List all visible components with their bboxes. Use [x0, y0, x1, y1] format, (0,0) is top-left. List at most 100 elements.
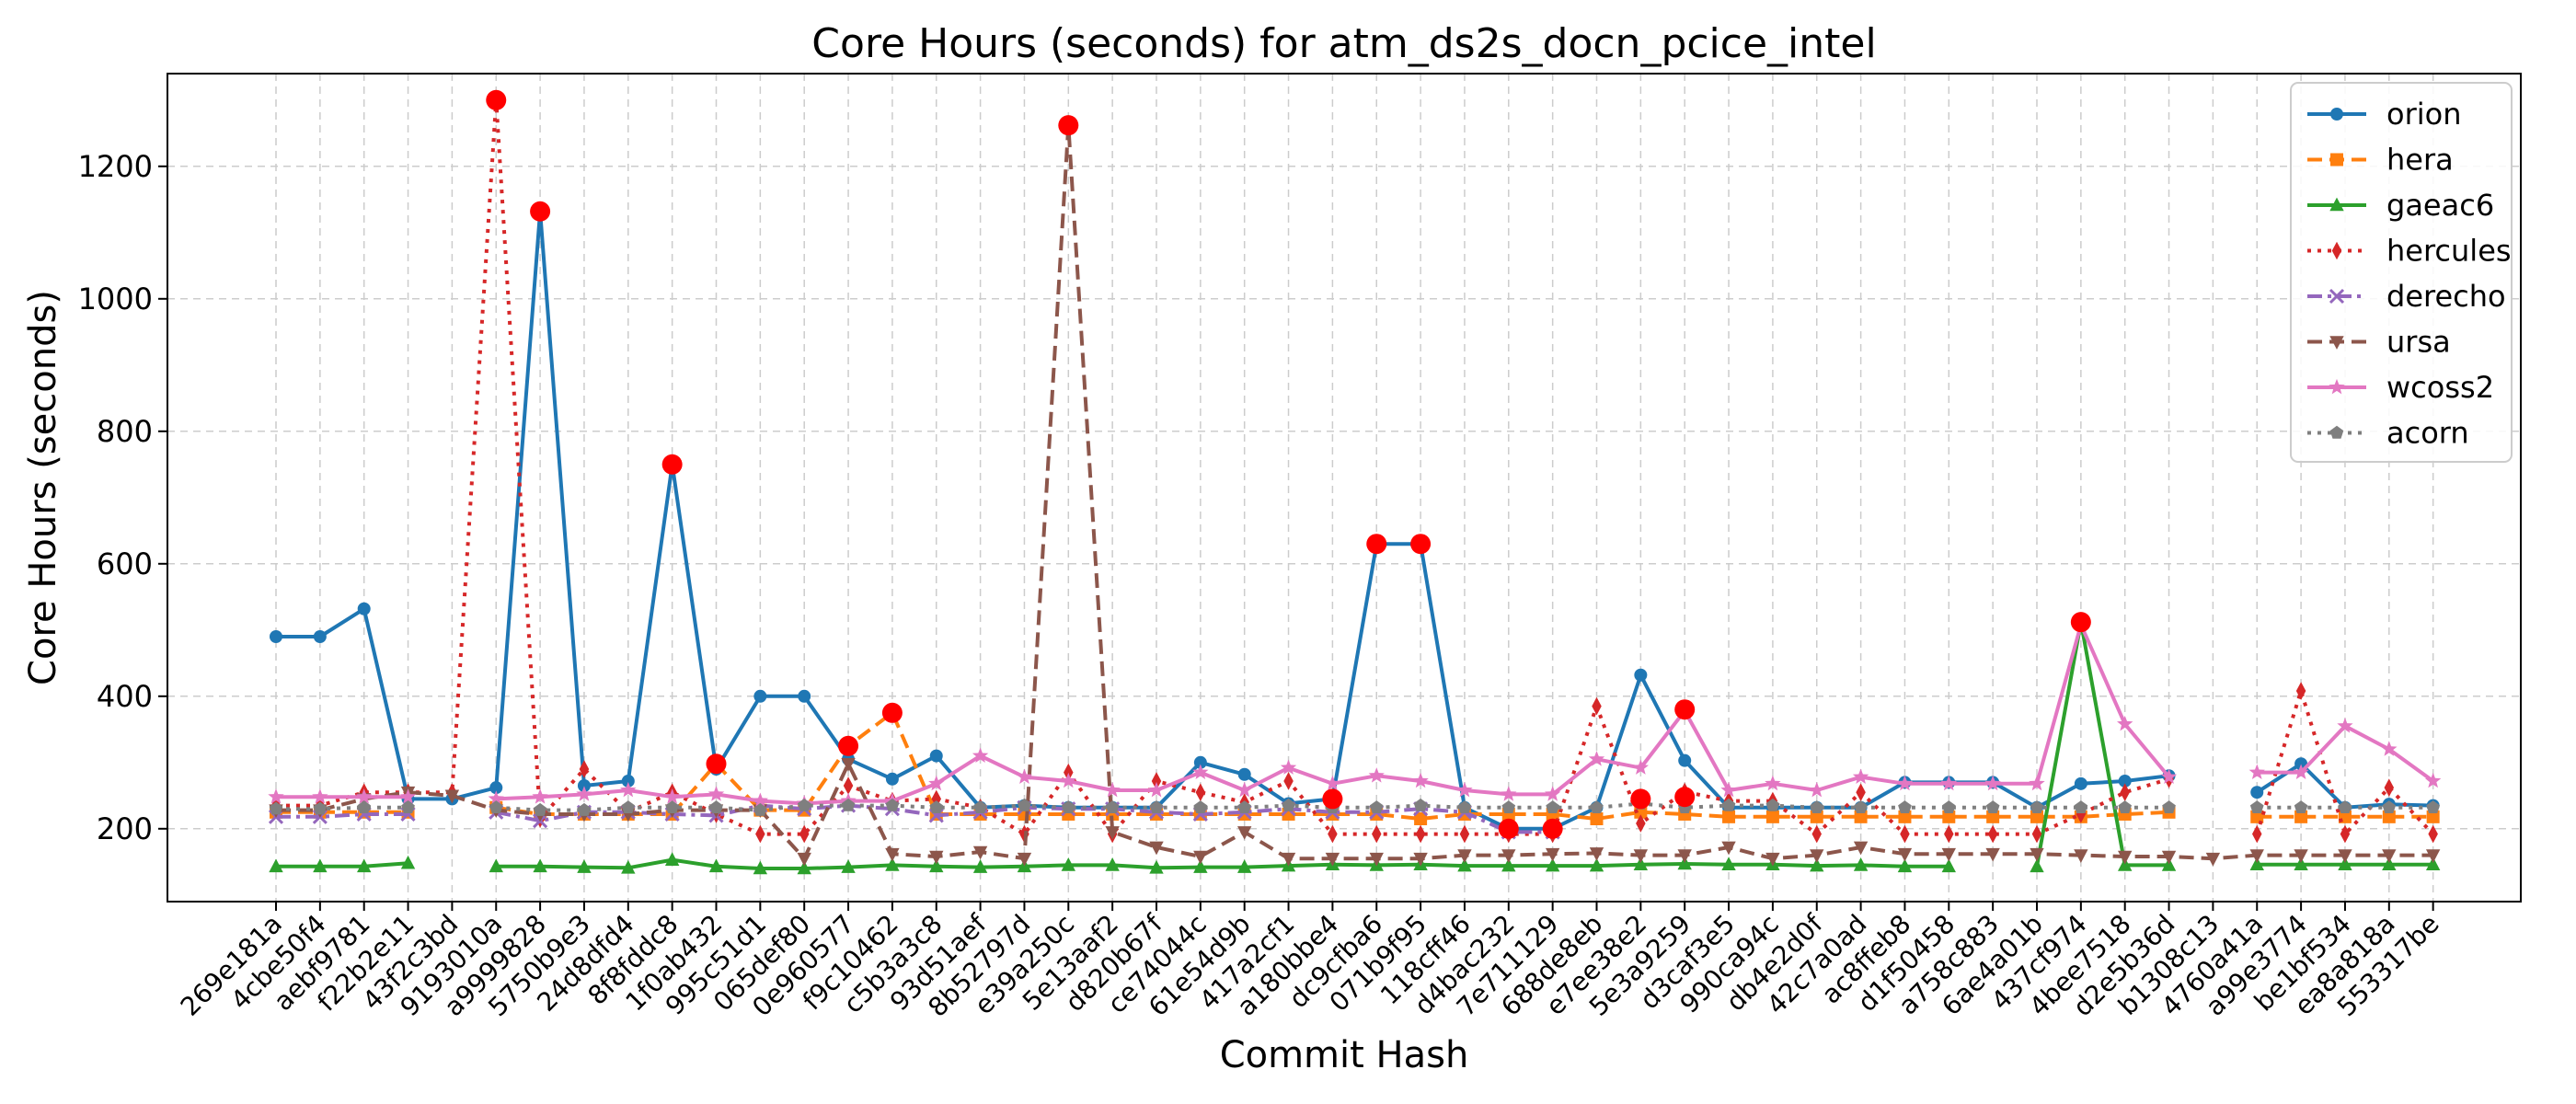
data-point-ursa: [2030, 847, 2044, 862]
data-point-gaeac6: [1457, 857, 1472, 872]
data-point-acorn: [2382, 800, 2397, 813]
data-point-wcoss2: [1896, 775, 1914, 791]
highlight-point: [838, 735, 859, 756]
highlight-point: [1674, 699, 1696, 720]
y-tick-label: 600: [97, 546, 153, 581]
data-point-wcoss2: [2381, 741, 2398, 756]
data-point-acorn: [797, 798, 811, 811]
data-point-acorn: [313, 801, 328, 815]
data-point-gaeac6: [1105, 857, 1120, 871]
data-point-orion: [270, 630, 282, 643]
y-axis-label: Core Hours (seconds): [22, 290, 64, 685]
data-point-wcoss2: [707, 786, 725, 801]
data-point-wcoss2: [1545, 786, 1561, 801]
data-point-hera: [1722, 810, 1736, 823]
data-point-ursa: [1413, 852, 1428, 867]
legend-marker: [2329, 288, 2345, 305]
data-point-ursa: [1017, 852, 1032, 867]
plot-frame: [167, 73, 2522, 903]
data-point-hera: [2030, 810, 2043, 823]
legend-label: wcoss2: [2386, 370, 2494, 405]
data-point-gaeac6: [2030, 858, 2044, 873]
data-point-acorn: [709, 800, 723, 813]
data-point-hercules: [2031, 824, 2042, 844]
data-point-ursa: [2425, 849, 2441, 863]
data-point-wcoss2: [2248, 764, 2265, 779]
data-point-wcoss2: [1456, 781, 1473, 798]
data-point-gaeac6: [621, 859, 636, 874]
highlight-point: [1674, 787, 1696, 808]
legend-marker: [2330, 108, 2343, 121]
data-point-hera: [2250, 810, 2264, 823]
data-point-acorn: [1810, 800, 1824, 813]
data-point-orion: [798, 689, 811, 703]
data-point-ursa: [885, 847, 900, 862]
data-point-ursa: [1281, 852, 1296, 867]
data-point-acorn: [1546, 800, 1559, 813]
data-point-hera: [1986, 810, 2000, 823]
data-point-acorn: [2074, 800, 2088, 813]
data-point-wcoss2: [2160, 768, 2178, 784]
legend-marker: [2329, 197, 2344, 212]
data-point-gaeac6: [400, 855, 416, 869]
chart-title: Core Hours (seconds) for atm_ds2s_docn_p…: [811, 20, 1876, 67]
data-point-hera: [1765, 810, 1779, 823]
data-point-acorn: [1018, 798, 1031, 811]
data-point-acorn: [1590, 800, 1604, 813]
data-point-hercules: [2428, 824, 2438, 844]
y-tick-label: 1200: [78, 149, 153, 184]
data-point-hercules: [1328, 824, 1338, 844]
highlight-point: [2070, 612, 2091, 633]
data-point-acorn: [1369, 800, 1384, 813]
data-point-acorn: [2030, 800, 2044, 813]
data-point-ursa: [2294, 849, 2308, 863]
data-point-hera: [1898, 810, 1912, 823]
data-point-wcoss2: [356, 788, 373, 804]
data-point-wcoss2: [972, 747, 989, 763]
data-point-gaeac6: [577, 859, 592, 873]
highlight-point: [1366, 534, 1387, 555]
highlight-point: [1498, 818, 1519, 839]
highlight-point: [706, 753, 727, 775]
data-point-acorn: [1062, 800, 1075, 813]
data-point-ursa: [797, 852, 811, 867]
data-point-wcoss2: [488, 790, 504, 806]
data-point-hercules: [1195, 783, 1206, 801]
data-point-gaeac6: [2249, 857, 2264, 870]
data-point-wcoss2: [2117, 715, 2133, 731]
data-point-acorn: [1237, 800, 1251, 813]
legend-marker: [2330, 153, 2343, 167]
data-point-wcoss2: [1016, 768, 1033, 784]
highlight-point: [1058, 115, 1079, 136]
data-point-ursa: [2118, 850, 2133, 865]
data-point-ursa: [1985, 847, 2000, 862]
data-point-hercules: [1592, 696, 1602, 716]
data-point-ursa: [1765, 852, 1780, 867]
data-point-hercules: [1636, 814, 1646, 833]
data-point-wcoss2: [1809, 781, 1825, 798]
data-point-ursa: [1193, 850, 1208, 865]
data-point-hercules: [1283, 772, 1294, 790]
data-point-acorn: [621, 800, 636, 813]
data-point-gaeac6: [1721, 857, 1736, 870]
data-point-ursa: [1149, 841, 1164, 856]
data-point-ursa: [1457, 849, 1472, 863]
data-point-wcoss2: [268, 788, 284, 804]
data-point-gaeac6: [1589, 857, 1604, 872]
legend-entry-hera: hera: [2307, 143, 2454, 178]
data-point-ursa: [1501, 849, 1516, 863]
highlight-point: [486, 89, 507, 110]
data-point-acorn: [753, 802, 767, 816]
data-point-hera: [2294, 810, 2308, 823]
data-point-hera: [1810, 810, 1823, 823]
data-point-wcoss2: [399, 788, 417, 804]
highlight-point: [1542, 818, 1563, 839]
data-point-hercules: [1459, 824, 1470, 844]
data-point-acorn: [2338, 800, 2352, 813]
legend-label: acorn: [2386, 416, 2469, 451]
data-point-orion: [1634, 668, 1648, 682]
legend-label: hercules: [2386, 234, 2512, 269]
data-point-gaeac6: [1941, 858, 1956, 873]
data-point-acorn: [2118, 800, 2132, 813]
series-hercules: [270, 91, 2438, 844]
